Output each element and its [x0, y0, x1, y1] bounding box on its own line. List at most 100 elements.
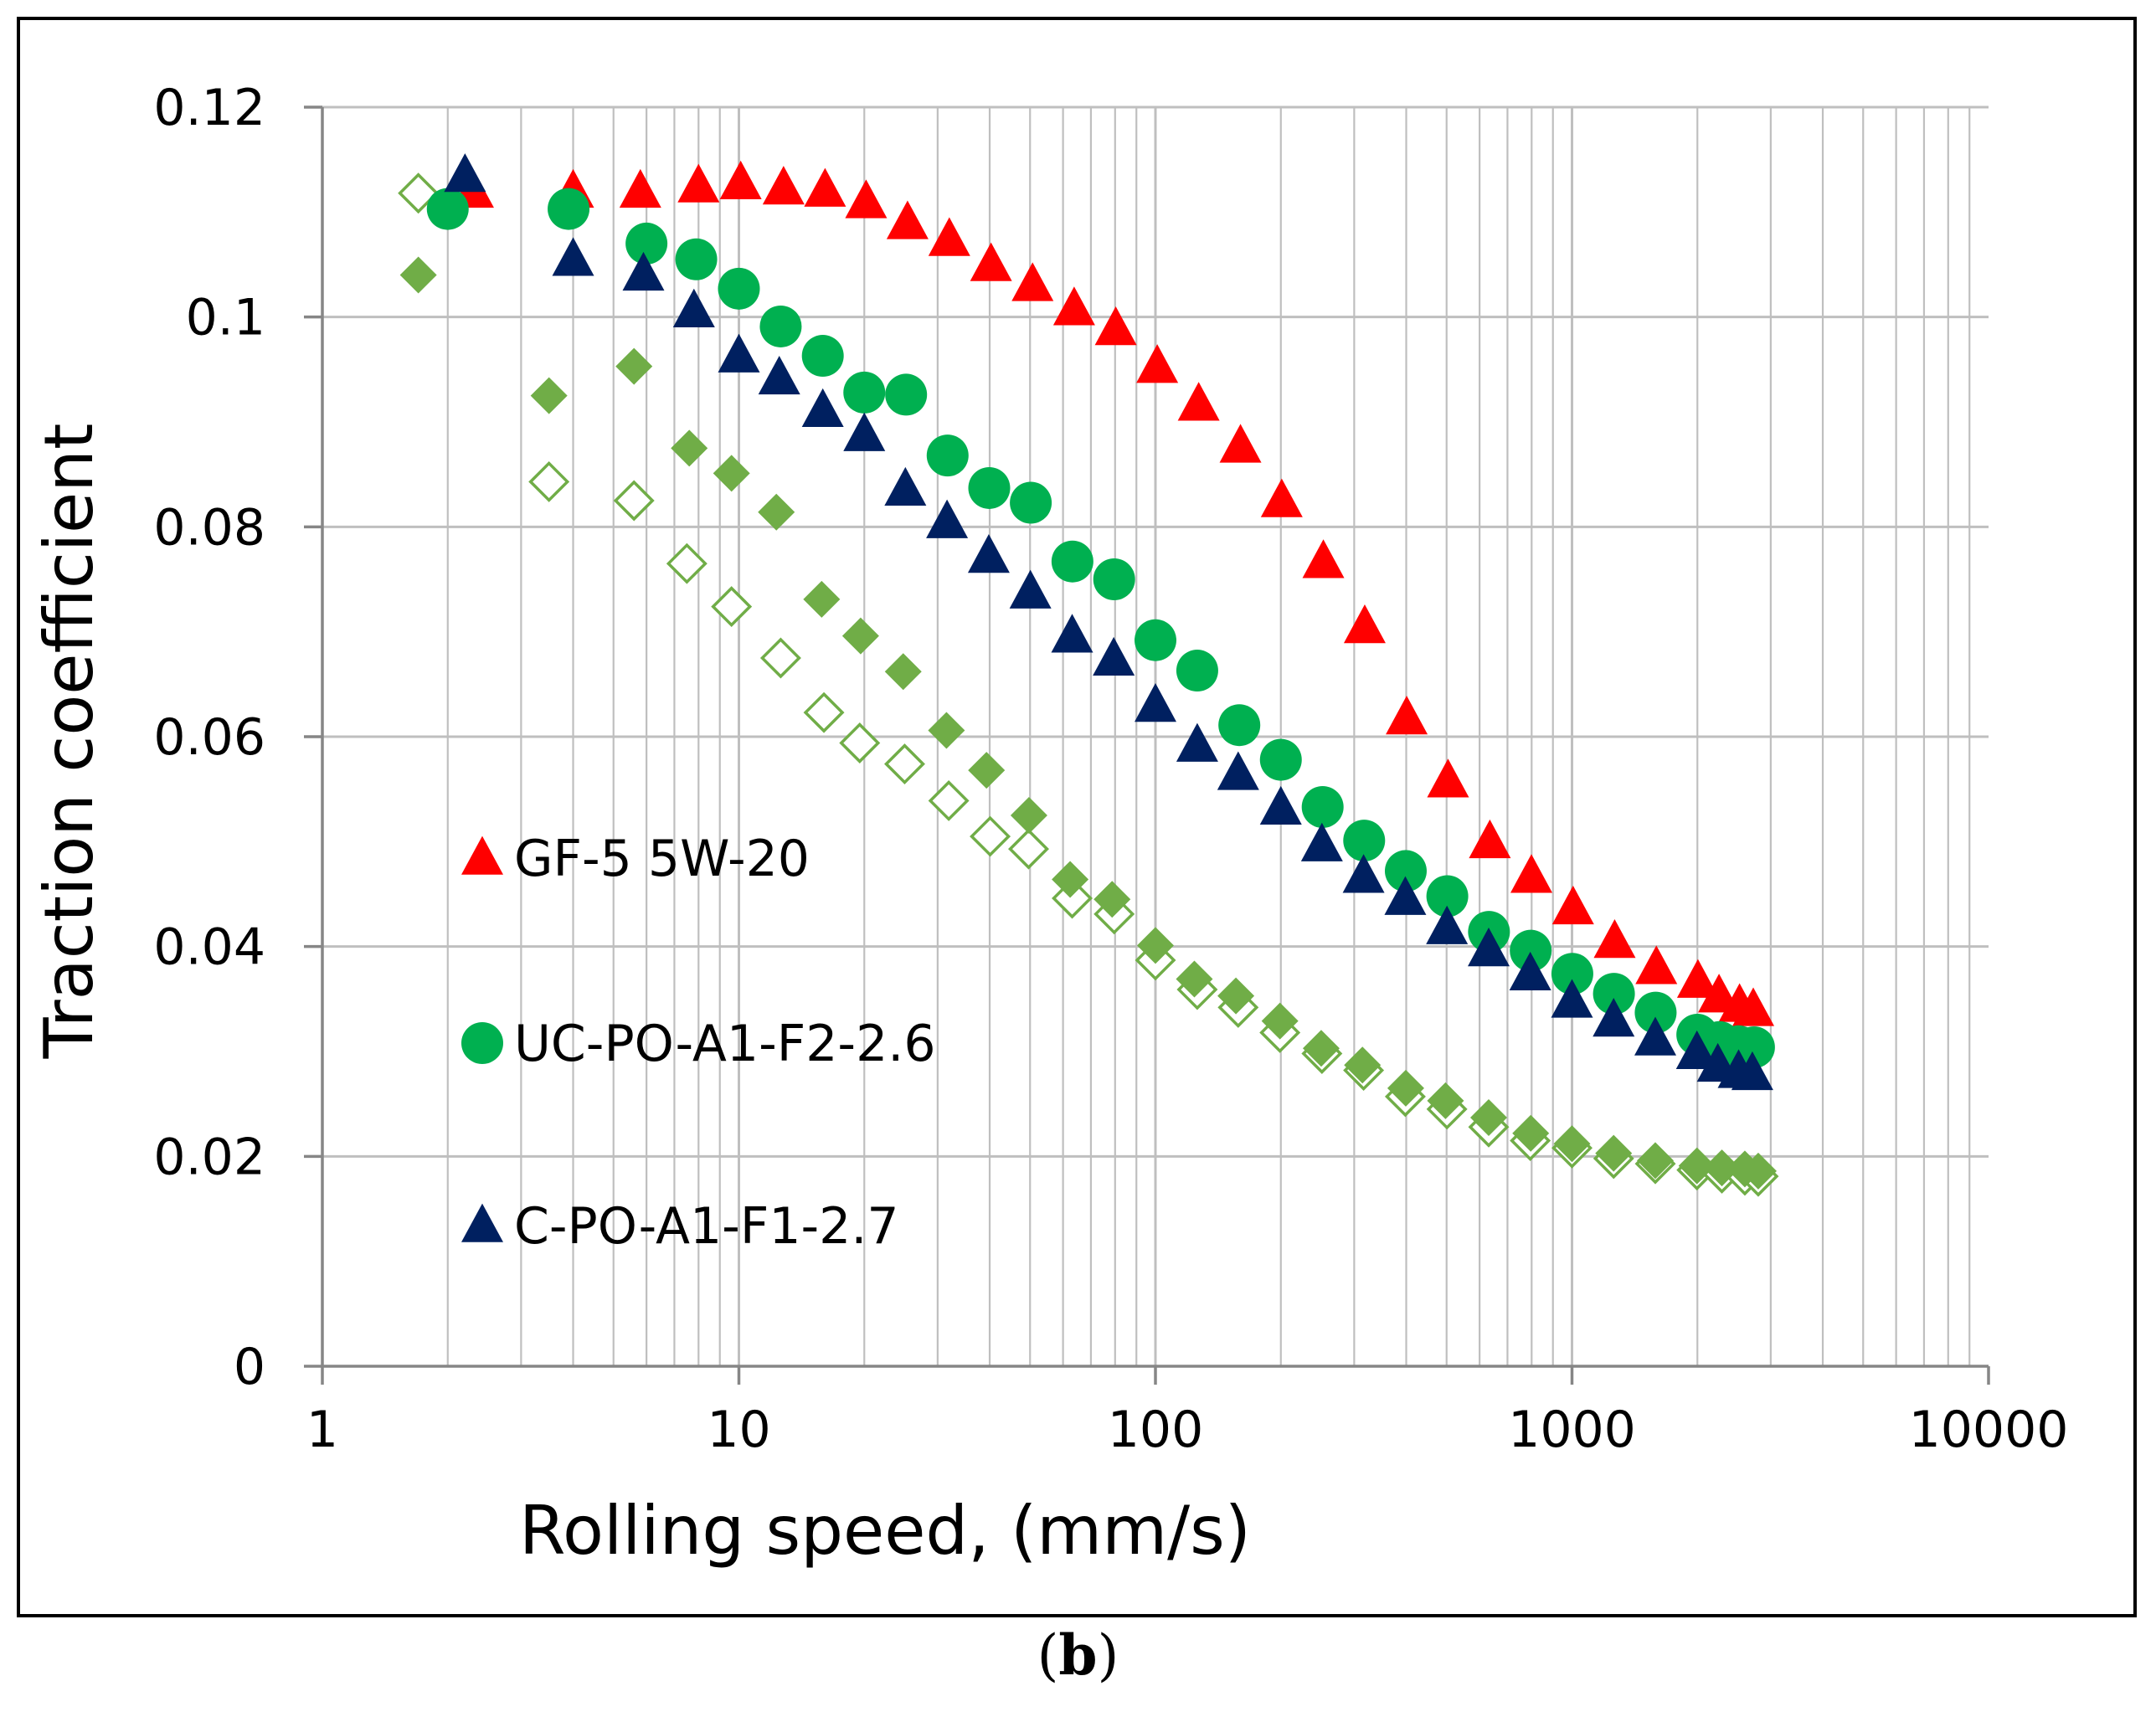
- green-diamond-point: [399, 256, 437, 294]
- x-tick-label: 1000: [1508, 1401, 1636, 1459]
- uc-point: [968, 466, 1011, 509]
- c-point: [1051, 614, 1093, 653]
- legend-marker: [461, 1022, 503, 1064]
- green-diamond-point: [1739, 1152, 1777, 1190]
- c-point: [1384, 876, 1427, 915]
- green-diamond-point: [803, 580, 841, 618]
- y-tick-label: 0.06: [153, 708, 265, 767]
- gf5-point: [1343, 604, 1386, 644]
- uc-point: [759, 305, 802, 347]
- gf5-point: [804, 167, 846, 207]
- legend-label: GF-5 5W-20: [514, 830, 810, 888]
- c-point: [1675, 1030, 1718, 1070]
- green-diamond-point: [1553, 1125, 1591, 1163]
- green-diamond-point: [1427, 1082, 1464, 1119]
- green-diamond-point: [1470, 1098, 1508, 1136]
- panel-label: (b): [1037, 1622, 1119, 1688]
- y-tick-label: 0.08: [153, 498, 265, 557]
- uc-point: [1259, 738, 1302, 781]
- series-1: [426, 188, 1775, 1068]
- legend: GF-5 5W-20 UC-PO-A1-F2-2.6 C-PO-A1-F1-2.7: [461, 830, 936, 1256]
- y-axis-title: Traction coefficient: [30, 424, 108, 1060]
- c-point: [622, 251, 665, 291]
- c-point: [843, 412, 886, 451]
- series-2: [444, 153, 1773, 1091]
- uc-point: [1343, 820, 1386, 862]
- uc-point: [1218, 704, 1261, 747]
- green-diamond-point: [1637, 1142, 1675, 1180]
- green-diamond-point: [1387, 1069, 1424, 1107]
- uc-point: [718, 267, 760, 310]
- c-point: [718, 333, 760, 373]
- c-point: [1217, 751, 1259, 790]
- gf5-point: [1635, 945, 1678, 984]
- green-diamond-point: [1010, 797, 1047, 834]
- uc-point: [1051, 540, 1093, 583]
- c-point: [1593, 998, 1635, 1037]
- c-point: [884, 466, 927, 506]
- uc-point: [1551, 953, 1593, 995]
- green-diamond-point: [530, 377, 568, 414]
- green-open-diamond-point: [528, 460, 570, 502]
- x-tick-label: 10000: [1909, 1401, 2069, 1459]
- gf5-point: [1219, 424, 1262, 463]
- chart-frame: [17, 17, 2137, 1617]
- green-open-diamond-point: [839, 722, 881, 763]
- green-diamond-point: [968, 752, 1006, 789]
- gf5-point: [1676, 959, 1719, 998]
- green-diamond-point: [841, 617, 879, 655]
- green-diamond-point: [1261, 1002, 1299, 1040]
- gf5-point: [1427, 758, 1469, 798]
- uc-point: [1732, 1026, 1775, 1068]
- green-diamond-point: [758, 493, 795, 531]
- green-diamond-point: [1052, 861, 1089, 898]
- uc-point: [1176, 650, 1218, 692]
- c-point: [1009, 569, 1052, 609]
- green-diamond-point: [1344, 1046, 1382, 1084]
- uc-point: [843, 371, 886, 414]
- uc-point: [885, 373, 928, 416]
- legend-label: C-PO-A1-F1-2.7: [514, 1197, 899, 1256]
- c-point: [552, 237, 594, 276]
- green-open-diamond-point: [1008, 828, 1049, 870]
- green-diamond-point: [1176, 960, 1213, 998]
- uc-point: [1135, 619, 1176, 661]
- gf5-point: [1469, 819, 1511, 859]
- c-point: [1093, 636, 1135, 676]
- uc-point: [625, 222, 668, 265]
- green-diamond-point: [615, 347, 653, 385]
- c-point: [1342, 854, 1385, 893]
- gf5-point: [1136, 344, 1179, 383]
- c-point: [1468, 928, 1510, 967]
- green-open-diamond-point: [666, 542, 708, 584]
- green-diamond-point: [1137, 927, 1174, 964]
- gf5-point: [619, 168, 661, 208]
- series-3: [399, 256, 1777, 1190]
- green-diamond-point: [1678, 1147, 1716, 1185]
- green-diamond-point: [1302, 1030, 1340, 1067]
- y-tick-label: 0.12: [153, 79, 265, 137]
- gf5-point: [1177, 382, 1220, 421]
- data-series: [398, 153, 1779, 1197]
- legend-label: UC-PO-A1-F2-2.6: [514, 1015, 936, 1073]
- green-diamond-point: [671, 429, 708, 467]
- gf5-point: [677, 163, 720, 203]
- uc-point: [1510, 929, 1552, 972]
- uc-point: [1010, 481, 1052, 524]
- green-open-diamond-point: [711, 586, 753, 628]
- green-diamond-point: [1595, 1134, 1633, 1172]
- c-point: [758, 355, 800, 395]
- gf5-point: [1593, 919, 1636, 959]
- axes: 0 0.02 0.04 0.06 0.08 0.1 0.12 1 10 100 1000 10000: [153, 79, 2068, 1459]
- c-point: [444, 153, 486, 193]
- green-open-diamond-point: [613, 480, 655, 522]
- legend-marker: [461, 1203, 503, 1242]
- c-point: [672, 288, 715, 327]
- green-open-diamond-point: [759, 637, 801, 679]
- uc-point: [801, 335, 844, 378]
- green-diamond-point: [1512, 1114, 1550, 1152]
- uc-point: [1426, 875, 1469, 918]
- c-point: [1509, 951, 1551, 991]
- gf5-point: [970, 242, 1012, 281]
